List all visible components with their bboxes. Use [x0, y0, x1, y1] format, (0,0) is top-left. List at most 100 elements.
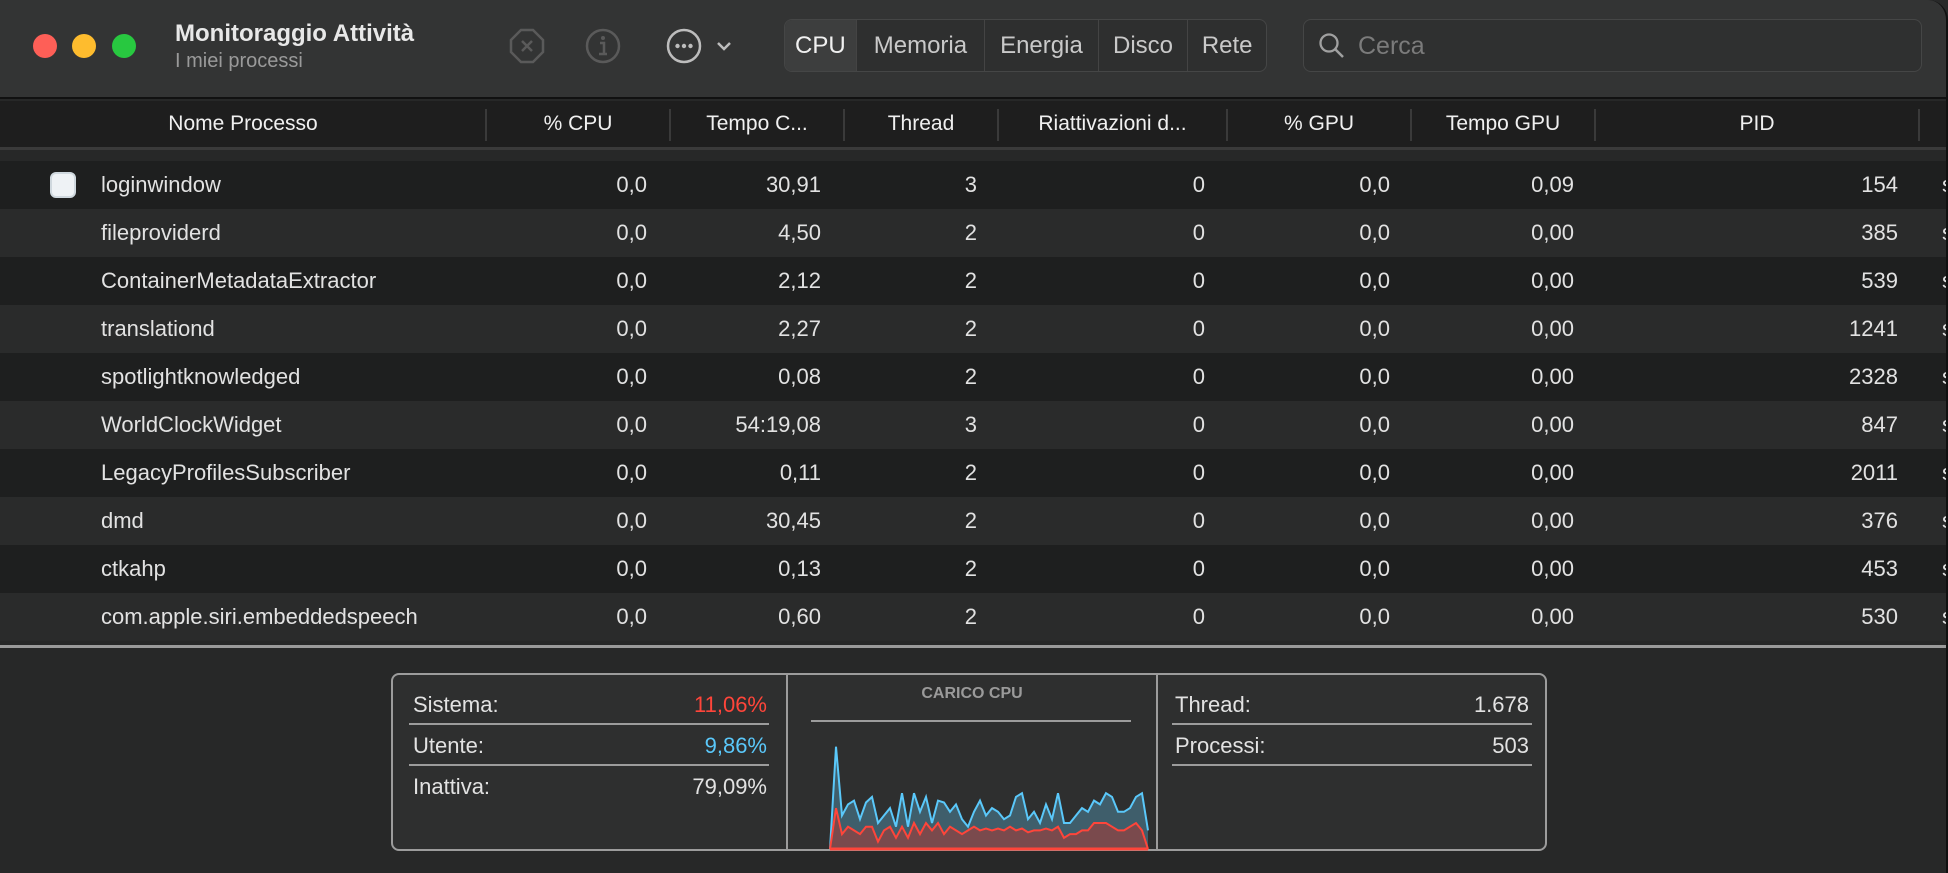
- gpu-time-cell: 0,00: [1531, 316, 1574, 341]
- wakeups-cell: 0: [1192, 364, 1205, 389]
- column-header-gpu-time[interactable]: Tempo GPU: [1445, 112, 1561, 135]
- cpu-time-cell: 2,12: [778, 268, 821, 293]
- series-1-line: [829, 807, 1149, 850]
- gpu-time-cell: 0,00: [1531, 556, 1574, 581]
- wakeups-cell: 0: [1192, 220, 1205, 245]
- user-cell: s: [1942, 497, 1946, 545]
- column-header-name[interactable]: Nome Processo: [168, 112, 318, 135]
- cpu-load-chart: [829, 746, 1149, 851]
- column-divider[interactable]: [669, 109, 671, 141]
- stop-process-icon[interactable]: [509, 28, 545, 64]
- table-row[interactable]: fileproviderd 0,0 4,50 2 0 0,0 0,00 385 s: [0, 209, 1946, 257]
- table-row[interactable]: WorldClockWidget 0,0 54:19,08 3 0 0,0 0,00 847 s: [0, 401, 1946, 449]
- cpu-time-cell: 0,08: [778, 364, 821, 389]
- system-label: Sistema:: [413, 692, 499, 717]
- table-row[interactable]: loginwindow 0,0 30,91 3 0 0,0 0,09 154 s: [0, 161, 1946, 209]
- user-cell: s: [1942, 209, 1946, 257]
- column-divider[interactable]: [1410, 109, 1412, 141]
- column-divider[interactable]: [1594, 109, 1596, 141]
- pid-cell: 530: [1861, 604, 1898, 629]
- column-header-wakeups[interactable]: Riattivazioni d...: [1038, 112, 1187, 135]
- column-header-gpu[interactable]: % GPU: [1283, 112, 1354, 135]
- search-icon: [1319, 33, 1344, 58]
- column-header-pid[interactable]: PID: [1739, 112, 1775, 135]
- pid-cell: 376: [1861, 508, 1898, 533]
- user-stat: Utente: 9,86%: [413, 726, 767, 766]
- chevron-down-icon[interactable]: [714, 28, 734, 64]
- column-header-cpu[interactable]: % CPU: [543, 112, 613, 135]
- idle-stat: Inattiva: 79,09%: [413, 767, 767, 807]
- wakeups-cell: 0: [1192, 508, 1205, 533]
- pid-cell: 453: [1861, 556, 1898, 581]
- process-name-cell: LegacyProfilesSubscriber: [101, 460, 351, 485]
- divider: [811, 720, 1131, 722]
- user-cell: s: [1942, 449, 1946, 497]
- cpu-time-cell: 2,27: [778, 316, 821, 341]
- tab-rete[interactable]: Rete: [1201, 31, 1253, 59]
- column-divider[interactable]: [843, 109, 845, 141]
- cpu-summary-panel: Sistema: 11,06% Utente: 9,86% Inattiva: …: [391, 673, 1547, 851]
- app-icon: [50, 172, 76, 198]
- process-name-cell: dmd: [101, 508, 144, 533]
- column-divider[interactable]: [485, 109, 487, 141]
- processes-value: 503: [1492, 733, 1529, 758]
- column-divider[interactable]: [1918, 109, 1920, 141]
- tab-energia[interactable]: Energia: [985, 20, 1099, 71]
- process-name-cell: com.apple.siri.embeddedspeech: [101, 604, 418, 629]
- table-row[interactable]: spotlightknowledged 0,0 0,08 2 0 0,0 0,00 2328 s: [0, 353, 1946, 401]
- cpu-percent-cell: 0,0: [616, 316, 647, 341]
- table-row[interactable]: LegacyProfilesSubscriber 0,0 0,11 2 0 0,0 0,00…: [0, 449, 1946, 497]
- cpu-percent-cell: 0,0: [616, 268, 647, 293]
- thread-count-cell: 2: [964, 604, 977, 629]
- gpu-percent-cell: 0,0: [1359, 412, 1390, 437]
- process-name-cell: ctkahp: [101, 556, 166, 581]
- column-divider[interactable]: [997, 109, 999, 141]
- divider: [409, 723, 769, 725]
- table-row[interactable]: dmd 0,0 30,45 2 0 0,0 0,00 376 s: [0, 497, 1946, 545]
- table-row[interactable]: ContainerMetadataExtractor 0,0 2,12 2 0 0,0 0,…: [0, 257, 1946, 305]
- wakeups-cell: 0: [1192, 172, 1205, 197]
- column-header-threads[interactable]: Thread: [887, 112, 955, 135]
- tab-cpu[interactable]: CPU: [785, 20, 857, 71]
- tab-disco[interactable]: Disco: [1099, 20, 1189, 71]
- process-name-cell: loginwindow: [101, 172, 221, 197]
- gpu-time-cell: 0,00: [1531, 268, 1574, 293]
- more-actions-icon[interactable]: [666, 28, 702, 64]
- gpu-percent-cell: 0,0: [1359, 508, 1390, 533]
- table-row[interactable]: ctkahp 0,0 0,13 2 0 0,0 0,00 453 s: [0, 545, 1946, 593]
- cpu-time-cell: 4,50: [778, 220, 821, 245]
- cpu-percent-cell: 0,0: [616, 220, 647, 245]
- wakeups-cell: 0: [1192, 460, 1205, 485]
- tab-memoria[interactable]: Memoria: [857, 20, 986, 71]
- minimize-window-button[interactable]: [72, 34, 96, 58]
- column-divider[interactable]: [1226, 109, 1228, 141]
- gpu-percent-cell: 0,0: [1359, 604, 1390, 629]
- thread-count-cell: 3: [964, 172, 977, 197]
- gpu-percent-cell: 0,0: [1359, 268, 1390, 293]
- idle-value: 79,09%: [692, 774, 767, 799]
- thread-count-cell: 2: [964, 316, 977, 341]
- table-row[interactable]: translationd 0,0 2,27 2 0 0,0 0,00 1241 s: [0, 305, 1946, 353]
- user-cell: s: [1942, 401, 1946, 449]
- wakeups-cell: 0: [1192, 412, 1205, 437]
- split-divider[interactable]: [0, 645, 1946, 648]
- user-cell: s: [1942, 593, 1946, 641]
- close-window-button[interactable]: [33, 34, 57, 58]
- cpu-time-cell: 54:19,08: [735, 412, 821, 437]
- wakeups-cell: 0: [1192, 556, 1205, 581]
- thread-count-cell: 2: [964, 268, 977, 293]
- user-cell: s: [1942, 257, 1946, 305]
- process-name-cell: ContainerMetadataExtractor: [101, 268, 377, 293]
- search-input[interactable]: [1358, 28, 1898, 64]
- pid-cell: 847: [1861, 412, 1898, 437]
- search-field[interactable]: [1303, 19, 1922, 72]
- gpu-time-cell: 0,09: [1531, 172, 1574, 197]
- window-title: Monitoraggio Attività: [175, 20, 415, 47]
- cpu-percent-cell: 0,0: [616, 364, 647, 389]
- zoom-window-button[interactable]: [112, 34, 136, 58]
- processes-stat: Processi: 503: [1175, 726, 1529, 766]
- column-header-cpu-time[interactable]: Tempo C...: [706, 112, 808, 135]
- info-icon[interactable]: [585, 28, 621, 64]
- thread-count-cell: 2: [964, 220, 977, 245]
- table-row[interactable]: com.apple.siri.embeddedspeech 0,0 0,60 2 0 0,…: [0, 593, 1946, 641]
